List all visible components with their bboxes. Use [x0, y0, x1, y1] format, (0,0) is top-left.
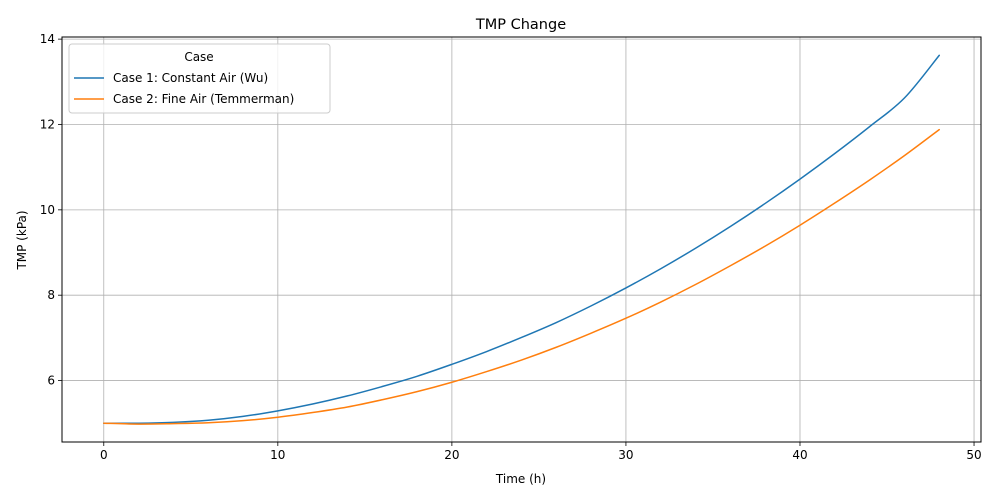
- x-tick-label: 30: [618, 448, 633, 462]
- ticks-layer: 0 10 20 30 40 50 6 8 10 12 14: [40, 32, 982, 462]
- x-tick-label: 50: [966, 448, 981, 462]
- grid-layer: [62, 37, 981, 442]
- x-tick-label: 0: [100, 448, 108, 462]
- legend-box: [68, 43, 331, 114]
- plot-frame: [61, 36, 982, 443]
- legend-label-case-1: Case 1: Constant Air (Wu): [113, 71, 268, 85]
- y-tick-label: 6: [47, 374, 55, 388]
- x-tick-label: 10: [270, 448, 285, 462]
- y-tick-label: 14: [40, 32, 55, 46]
- legend: Case Case 1: Constant Air (Wu) Case 2: F…: [68, 43, 331, 114]
- y-tick-label: 8: [47, 288, 55, 302]
- y-tick-label: 10: [40, 203, 55, 217]
- series-line-case-2: [103, 128, 940, 425]
- series-layer: [103, 54, 940, 425]
- y-tick-label: 12: [40, 117, 55, 131]
- chart-title: TMP Change: [475, 17, 566, 33]
- x-tick-label: 40: [792, 448, 807, 462]
- x-axis-label: Time (h): [495, 472, 546, 486]
- legend-label-case-2: Case 2: Fine Air (Temmerman): [113, 92, 294, 106]
- series-line-case-1: [103, 54, 940, 425]
- x-tick-label: 20: [444, 448, 459, 462]
- y-axis-label: TMP (kPa): [15, 210, 29, 270]
- legend-title: Case: [184, 50, 213, 64]
